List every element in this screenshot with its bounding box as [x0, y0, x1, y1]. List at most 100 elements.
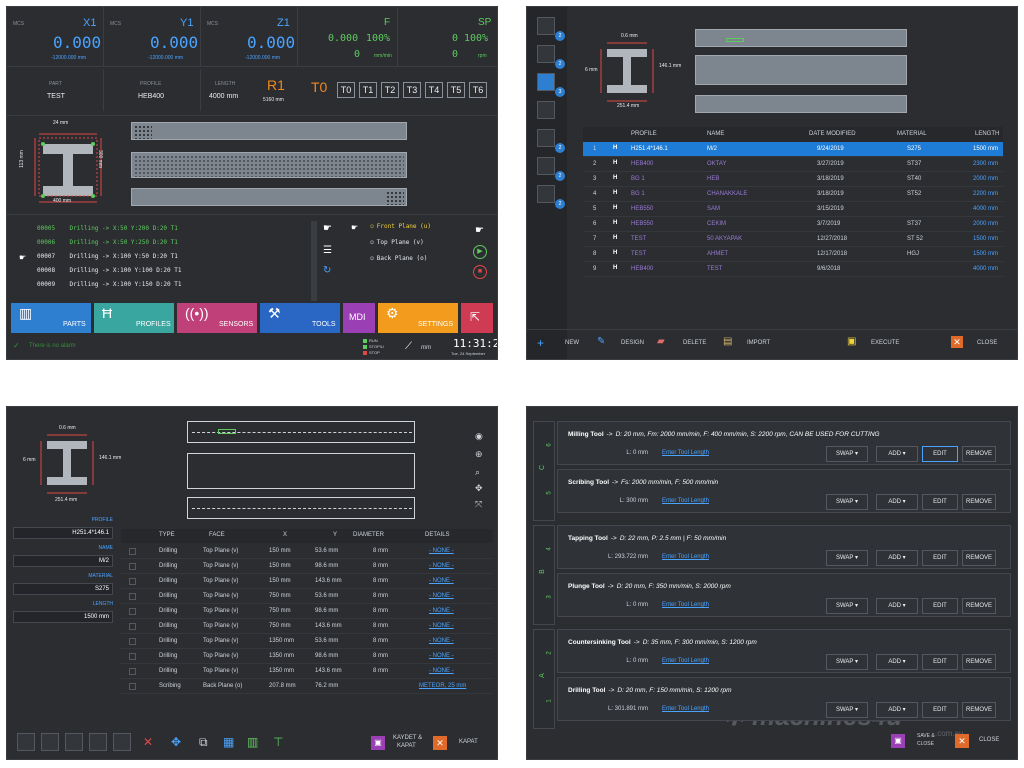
- col-x[interactable]: X: [283, 532, 288, 538]
- col-material[interactable]: MATERIAL: [897, 131, 927, 137]
- table-row[interactable]: Drilling Top Plane (v) 1350 mm 143.6 mm 8 mm…: [121, 664, 493, 679]
- add-scribe-icon[interactable]: [65, 733, 83, 751]
- tool-button-t2[interactable]: T2: [381, 82, 399, 98]
- row-checkbox[interactable]: [129, 548, 136, 555]
- copy-icon[interactable]: ⧉: [199, 735, 208, 749]
- cell-details[interactable]: - NONE -: [429, 563, 454, 569]
- group-a[interactable]: A 2 1: [533, 629, 555, 729]
- edit-button[interactable]: EDIT: [922, 550, 958, 566]
- zoom-in-icon[interactable]: ⊕: [475, 449, 483, 459]
- edit-button[interactable]: EDIT: [922, 446, 958, 462]
- cell-details[interactable]: - NONE -: [429, 548, 454, 554]
- add-button[interactable]: ADD ▾: [876, 654, 918, 670]
- length-box[interactable]: LENGTH 4000 mm: [201, 69, 261, 111]
- cell-details[interactable]: - NONE -: [429, 623, 454, 629]
- save-close-button[interactable]: ▣ KAYDET & KAPAT: [371, 733, 429, 755]
- table-row[interactable]: Drilling Top Plane (v) 150 mm 98.6 mm 8 mm - …: [121, 559, 493, 574]
- table-row[interactable]: H 6 HEB550 CEKIM 3/7/2019 ST37 2000 mm: [583, 217, 1003, 232]
- table-row[interactable]: H 5 HEB550 SAM 3/15/2019 4000 mm: [583, 202, 1003, 217]
- import-button[interactable]: ▤ IMPORT: [723, 336, 779, 354]
- tool-button-t3[interactable]: T3: [403, 82, 421, 98]
- table-row[interactable]: Drilling Top Plane (v) 1350 mm 98.6 mm 8 mm -…: [121, 649, 493, 664]
- menu-parts[interactable]: ▥ PARTS: [11, 303, 91, 333]
- view-icon[interactable]: ◉: [475, 431, 483, 441]
- close-button[interactable]: ✕ CLOSE: [955, 731, 1011, 753]
- move-icon[interactable]: ✥: [171, 735, 182, 749]
- row-checkbox[interactable]: [129, 638, 136, 645]
- angle-icon[interactable]: [537, 101, 555, 119]
- swap-button[interactable]: SWAP ▾: [826, 446, 868, 462]
- program-line[interactable]: 00008 Drilling -> X:100 Y:100 D:20 T1: [37, 267, 182, 274]
- table-row[interactable]: Drilling Top Plane (v) 750 mm 143.6 mm 8 mm -…: [121, 619, 493, 634]
- enter-tool-length-link[interactable]: Enter Tool Length: [662, 498, 709, 504]
- remove-button[interactable]: REMOVE: [962, 446, 996, 462]
- plane-top[interactable]: ☺ Top Plane (v): [369, 239, 424, 246]
- search-icon[interactable]: ⌕: [475, 467, 481, 477]
- add-drill-pattern-icon[interactable]: [41, 733, 59, 751]
- swap-button[interactable]: SWAP ▾: [826, 598, 868, 614]
- grid-icon[interactable]: ▦: [223, 735, 235, 749]
- row-checkbox[interactable]: [129, 653, 136, 660]
- col-name[interactable]: NAME: [707, 131, 725, 137]
- cell-details[interactable]: - NONE -: [429, 668, 454, 674]
- edit-button[interactable]: EDIT: [922, 598, 958, 614]
- swap-button[interactable]: SWAP ▾: [826, 494, 868, 510]
- execute-button[interactable]: ▣ EXECUTE: [847, 336, 907, 354]
- col-type[interactable]: TYPE: [159, 532, 175, 538]
- tool-button-t1[interactable]: T1: [359, 82, 377, 98]
- add-button[interactable]: ADD ▾: [876, 494, 918, 510]
- table-row[interactable]: Drilling Top Plane (v) 150 mm 53.6 mm 8 mm - …: [121, 544, 493, 559]
- swap-button[interactable]: SWAP ▾: [826, 654, 868, 670]
- program-line[interactable]: 00006 Drilling -> X:50 Y:250 D:20 T1: [37, 239, 178, 246]
- box-icon[interactable]: [537, 129, 555, 147]
- table-row[interactable]: H 8 TEST AHMET 12/17/2018 HGJ 1500 mm: [583, 247, 1003, 262]
- list-icon[interactable]: ☰: [323, 245, 332, 256]
- edit-button[interactable]: EDIT: [922, 654, 958, 670]
- add-button[interactable]: ADD ▾: [876, 550, 918, 566]
- plane-front[interactable]: ☺ Front Plane (u): [369, 223, 431, 230]
- menu-exit[interactable]: ⇱: [461, 303, 493, 333]
- stop-icon[interactable]: ■: [473, 265, 487, 279]
- remove-button[interactable]: REMOVE: [962, 598, 996, 614]
- close-button[interactable]: ✕ KAPAT: [433, 733, 489, 755]
- remove-button[interactable]: REMOVE: [962, 494, 996, 510]
- table-row[interactable]: H 2 HEB400 OKTAY 3/27/2019 ST37 2300 mm: [583, 157, 1003, 172]
- length-field[interactable]: 1500 mm: [13, 611, 113, 623]
- h-beam-icon[interactable]: [537, 73, 555, 91]
- table-row[interactable]: H 4 BG 1 CHANAKKALE 3/18/2019 ST52 2200 mm: [583, 187, 1003, 202]
- add-cut-icon[interactable]: [89, 733, 107, 751]
- material-field[interactable]: S275: [13, 583, 113, 595]
- row-checkbox[interactable]: [129, 593, 136, 600]
- channel-icon[interactable]: [537, 45, 555, 63]
- menu-tools[interactable]: ⚒ TOOLS: [260, 303, 340, 333]
- col-diameter[interactable]: DIAMETER: [353, 532, 385, 538]
- cell-details[interactable]: - NONE -: [429, 608, 454, 614]
- row-checkbox[interactable]: [129, 608, 136, 615]
- group-c[interactable]: C 6 5: [533, 421, 555, 521]
- table-row[interactable]: Scribing Back Plane (o) 207.8 mm 76.2 mm MET…: [121, 679, 493, 694]
- refresh-icon[interactable]: ↻: [323, 265, 332, 276]
- save-close-button[interactable]: ▣ SAVE & CLOSE: [891, 731, 947, 753]
- enter-tool-length-link[interactable]: Enter Tool Length: [662, 658, 709, 664]
- close-button[interactable]: ✕ CLOSE: [951, 336, 1007, 354]
- program-line-current[interactable]: 00007 Drilling -> X:100 Y:50 D:20 T1: [37, 253, 178, 260]
- align-icon[interactable]: ▥: [247, 735, 259, 749]
- row-checkbox[interactable]: [129, 578, 136, 585]
- delete-button[interactable]: ▰ DELETE: [657, 336, 709, 354]
- menu-mdi[interactable]: MDI: [343, 303, 375, 333]
- program-scrollbar[interactable]: [311, 221, 317, 301]
- pipe-icon[interactable]: [537, 157, 555, 175]
- remove-button[interactable]: REMOVE: [962, 702, 996, 718]
- table-row[interactable]: H 3 BG 1 HEB 3/18/2019 ST40 2000 mm: [583, 172, 1003, 187]
- table-row[interactable]: H 1 H251.4*146.1 M/2 9/24/2019 S275 1500 mm: [583, 142, 1003, 157]
- tool-button-t4[interactable]: T4: [425, 82, 443, 98]
- mirror-icon[interactable]: ⊤: [273, 735, 284, 749]
- add-button[interactable]: ADD ▾: [876, 446, 918, 462]
- hand-icon[interactable]: ☛: [475, 225, 484, 236]
- cell-details[interactable]: - NONE -: [429, 578, 454, 584]
- ruler-icon[interactable]: ⟋: [405, 341, 412, 352]
- row-checkbox[interactable]: [129, 623, 136, 630]
- delete-icon[interactable]: ✕: [143, 735, 154, 749]
- program-line[interactable]: 00009 Drilling -> X:100 Y:150 D:20 T1: [37, 281, 182, 288]
- col-details[interactable]: DETAILS: [425, 532, 450, 538]
